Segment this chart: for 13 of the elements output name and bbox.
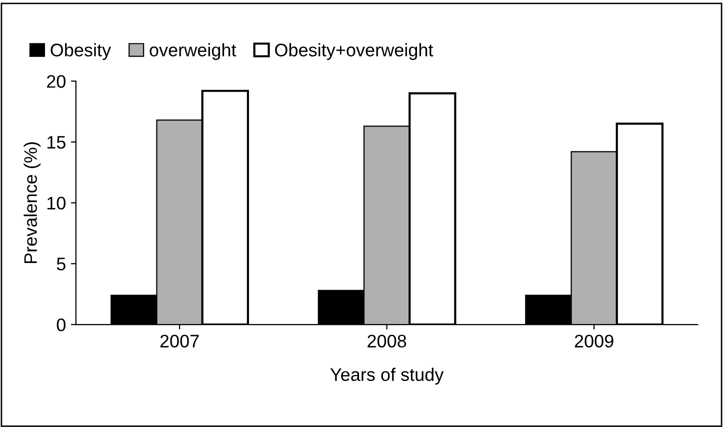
y-tick-label: 5 [56,258,66,270]
y-tick-label: 20 [47,75,66,88]
legend-label: Obesity [50,43,112,60]
y-tick-label: 15 [47,136,66,149]
y-tick-label: 0 [56,318,66,332]
x-tick-label: 2008 [368,334,406,348]
x-axis-title: Years of study [330,368,444,385]
x-tick-label: 2009 [574,334,614,348]
x-tick-label: 2007 [160,334,199,348]
y-axis-title: Prevalence (%) [24,142,41,264]
legend-label: Obesity+overweight [275,43,434,60]
legend-label: overweight [150,43,236,60]
y-tick-label: 10 [47,196,66,210]
